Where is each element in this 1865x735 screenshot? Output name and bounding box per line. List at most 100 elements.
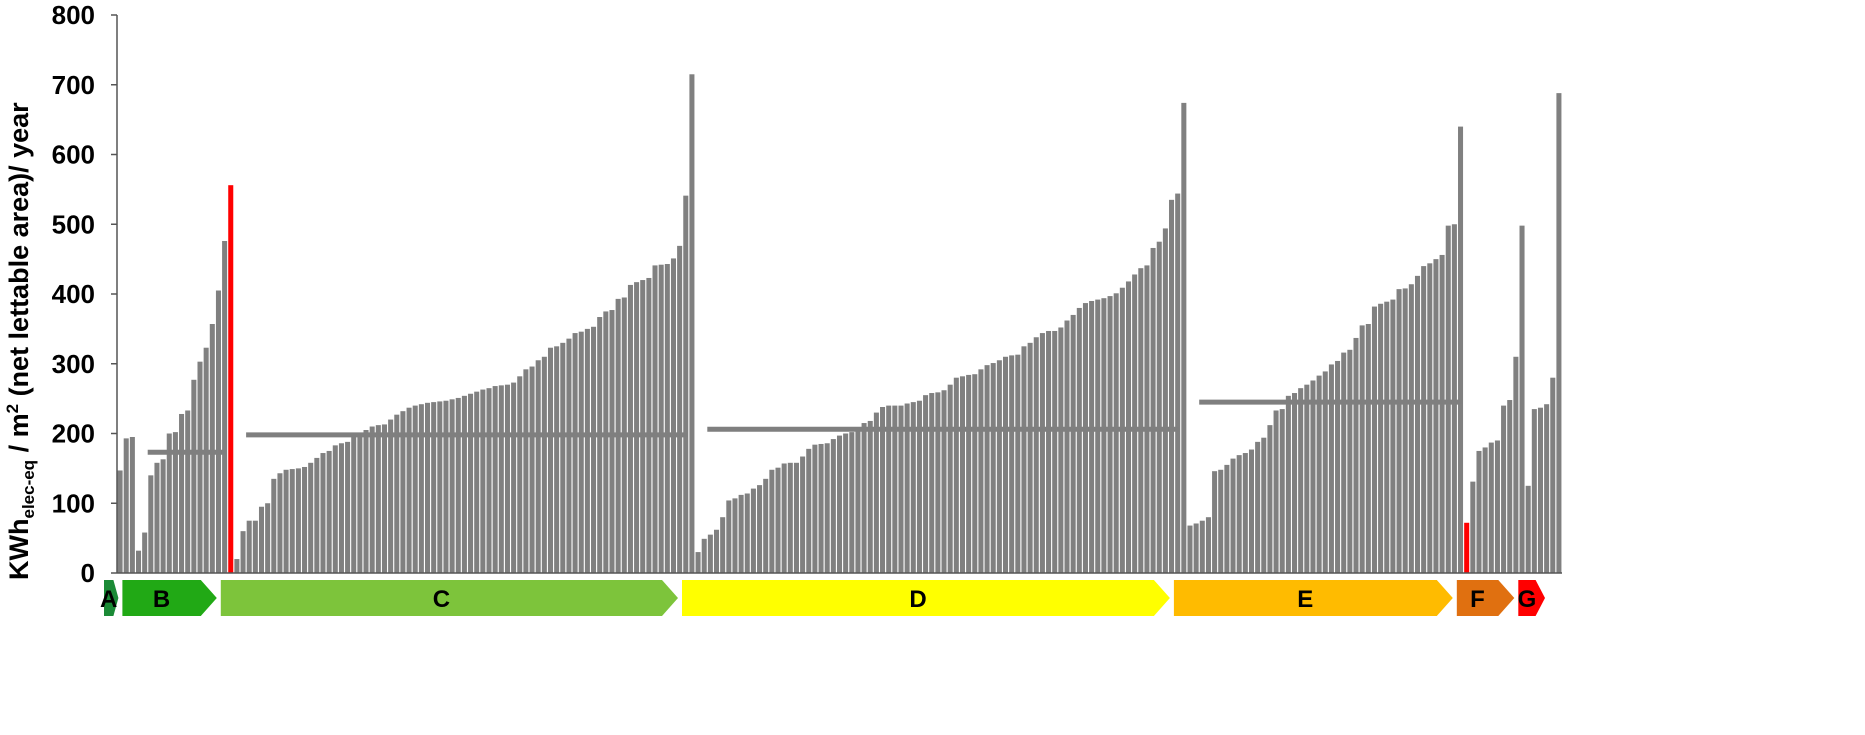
- bar: [972, 374, 978, 573]
- bar: [1488, 442, 1494, 573]
- bar: [720, 517, 726, 573]
- bar: [326, 450, 332, 573]
- bar: [320, 453, 326, 573]
- bar: [332, 445, 338, 573]
- bar: [271, 478, 277, 573]
- y-label-prefix: KWh: [4, 519, 34, 580]
- bar: [978, 369, 984, 573]
- bar: [701, 538, 707, 573]
- bar: [1402, 288, 1408, 573]
- bar: [1279, 409, 1285, 573]
- bar: [511, 382, 517, 573]
- y-ticks: 0 100 200 300 400 500 600 700 800: [52, 0, 117, 588]
- bar: [560, 342, 566, 573]
- bar: [381, 424, 387, 573]
- bar: [714, 529, 720, 573]
- bar: [1347, 349, 1353, 573]
- bar: [474, 391, 480, 573]
- bar: [886, 405, 892, 573]
- bar: [172, 432, 178, 573]
- rating-band-g: [1518, 580, 1545, 616]
- bar: [966, 374, 972, 573]
- bar: [1556, 93, 1562, 574]
- bar: [1384, 301, 1390, 573]
- bar: [142, 532, 148, 573]
- bar: [394, 414, 400, 573]
- group-means: [147, 399, 1463, 455]
- bar: [541, 356, 547, 573]
- bar: [455, 397, 461, 573]
- y-tick-label: 800: [52, 0, 95, 30]
- rating-band-d: [682, 580, 1170, 616]
- bar: [431, 402, 437, 573]
- bar: [1132, 274, 1138, 573]
- bar: [830, 439, 836, 573]
- y-tick-label: 100: [52, 488, 95, 518]
- bar: [388, 419, 394, 573]
- bar: [1033, 337, 1039, 573]
- bar: [664, 264, 670, 573]
- bar: [1248, 449, 1254, 573]
- bar: [658, 264, 664, 573]
- bar: [898, 405, 904, 573]
- bar: [277, 473, 283, 573]
- bar: [1027, 342, 1033, 573]
- bar: [1187, 525, 1193, 573]
- bar: [1144, 265, 1150, 573]
- bar: [314, 457, 320, 573]
- bar: [1267, 425, 1273, 573]
- bar: [1408, 284, 1414, 573]
- bar: [1414, 275, 1421, 573]
- bar: [603, 311, 609, 573]
- bar: [584, 328, 590, 574]
- bar: [449, 399, 455, 573]
- bar: [1304, 384, 1310, 573]
- bar: [769, 469, 775, 573]
- bar: [750, 488, 756, 573]
- bar: [781, 463, 787, 573]
- bar: [1359, 325, 1365, 573]
- bar: [203, 347, 209, 573]
- bar: [492, 386, 498, 573]
- bar: [240, 531, 246, 573]
- rating-band-label: E: [1297, 586, 1313, 613]
- bar: [627, 284, 633, 573]
- bar: [1427, 263, 1433, 573]
- rating-band-b: [122, 580, 217, 616]
- y-tick-label: 700: [52, 70, 95, 100]
- bar: [191, 379, 197, 573]
- bar: [123, 438, 129, 573]
- bar: [1039, 333, 1045, 573]
- bar: [1089, 300, 1095, 573]
- bar: [425, 402, 431, 573]
- bar: [1224, 464, 1230, 573]
- bar: [222, 240, 228, 574]
- bar: [480, 389, 486, 573]
- bar: [1476, 450, 1482, 573]
- bar: [412, 405, 418, 573]
- bar: [609, 310, 615, 573]
- bar: [836, 435, 843, 573]
- bar: [953, 377, 959, 573]
- bar: [252, 520, 258, 573]
- bar: [1205, 517, 1211, 573]
- bar: [215, 290, 221, 573]
- bar: [1298, 388, 1304, 573]
- bar: [1353, 337, 1359, 573]
- bar: [498, 385, 504, 573]
- rating-band-label: F: [1470, 586, 1485, 613]
- bar: [597, 317, 603, 573]
- bar: [726, 500, 732, 573]
- bars: [117, 74, 1562, 574]
- bar: [892, 405, 898, 573]
- bar: [185, 410, 191, 573]
- bar: [154, 462, 160, 573]
- bar: [351, 436, 357, 573]
- bar: [1537, 407, 1543, 573]
- bar: [1273, 410, 1279, 573]
- bar: [806, 448, 812, 573]
- bar: [197, 361, 203, 573]
- bar: [904, 403, 910, 573]
- bar: [289, 469, 295, 573]
